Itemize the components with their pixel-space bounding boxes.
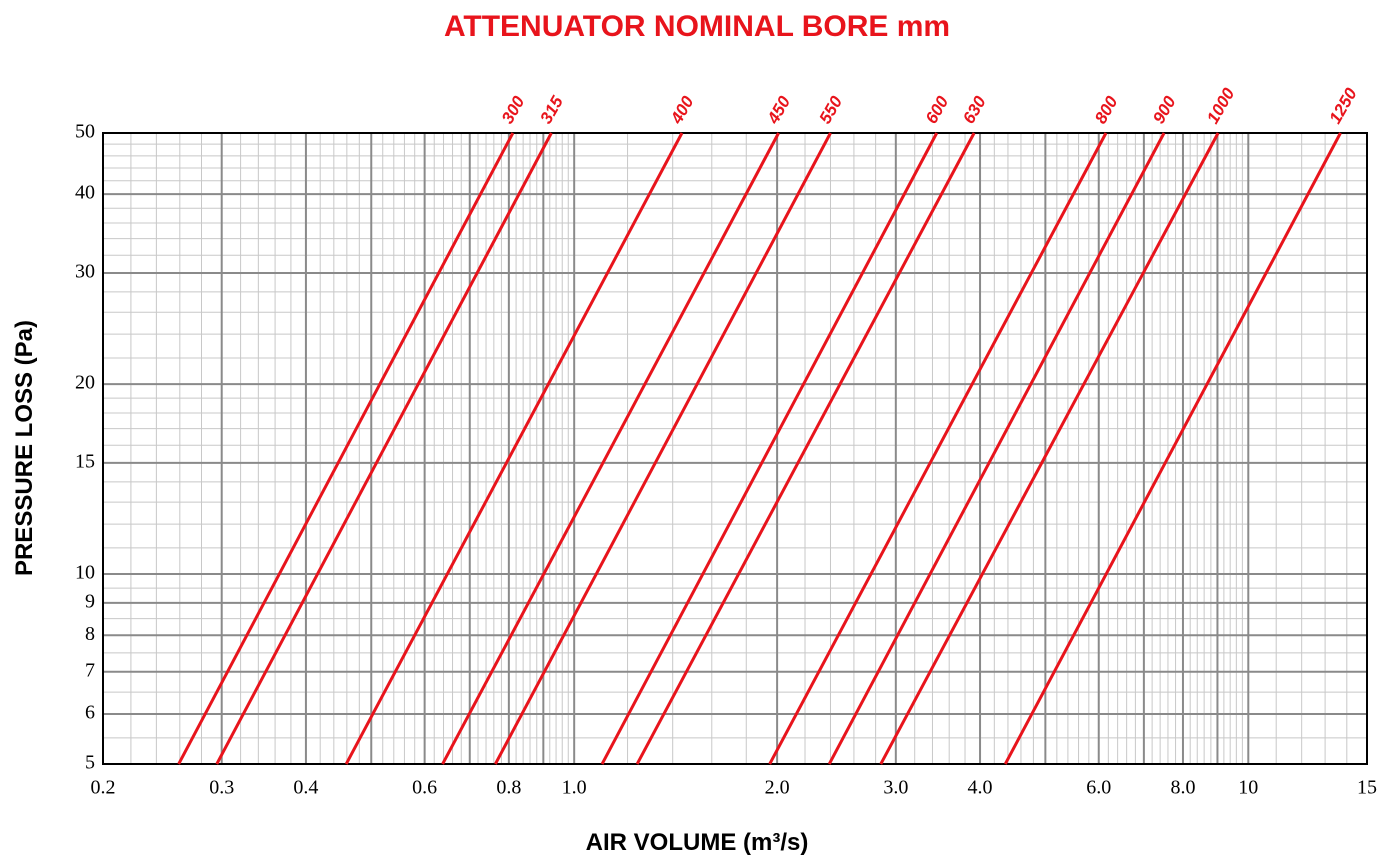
x-tick-label: 0.3	[209, 777, 234, 799]
chart-title: ATTENUATOR NOMINAL BORE mm	[444, 10, 950, 43]
x-tick-label: 2.0	[765, 777, 790, 799]
series-line	[177, 132, 515, 765]
series-label: 600	[922, 92, 953, 127]
x-tick-label: 0.2	[91, 777, 116, 799]
y-tick-label: 6	[85, 702, 95, 724]
y-tick-label: 30	[75, 261, 95, 283]
series-label: 1000	[1203, 84, 1239, 127]
series-line	[635, 132, 976, 765]
series-line	[215, 132, 553, 765]
series-line	[1003, 132, 1342, 765]
y-tick-label: 7	[85, 659, 95, 681]
x-tick-label: 1.0	[562, 777, 587, 799]
x-tick-label: 10	[1238, 777, 1258, 799]
y-tick-label: 15	[75, 451, 95, 473]
y-tick-label: 9	[85, 591, 95, 613]
series-label: 300	[498, 92, 529, 127]
plot-frame	[102, 132, 1368, 765]
y-tick-label: 50	[75, 121, 95, 143]
series-line	[344, 132, 684, 765]
series-label: 550	[815, 92, 846, 127]
series-label: 800	[1091, 92, 1122, 127]
y-tick-label: 8	[85, 623, 95, 645]
series-line	[494, 132, 832, 765]
y-axis-label: PRESSURE LOSS (Pa)	[11, 320, 38, 576]
series-line	[441, 132, 780, 765]
series-line	[879, 132, 1220, 765]
y-tick-label: 10	[75, 562, 95, 584]
x-axis-label: AIR VOLUME (m³/s)	[586, 829, 809, 856]
x-tick-label: 15	[1357, 777, 1377, 799]
series-label: 900	[1149, 92, 1180, 127]
x-tick-label: 3.0	[883, 777, 908, 799]
x-tick-label: 0.8	[496, 777, 521, 799]
x-tick-label: 0.6	[412, 777, 437, 799]
series-label: 400	[666, 92, 697, 127]
series-label: 630	[959, 92, 990, 127]
x-tick-label: 0.4	[293, 777, 318, 799]
series-label: 315	[536, 92, 567, 127]
series-label: 1250	[1325, 84, 1361, 127]
series-line	[768, 132, 1108, 765]
series-label: 450	[763, 92, 794, 127]
x-tick-label: 6.0	[1086, 777, 1111, 799]
series-line	[600, 132, 939, 765]
y-tick-label: 40	[75, 182, 95, 204]
series-line	[827, 132, 1166, 765]
y-tick-label: 20	[75, 372, 95, 394]
x-tick-label: 8.0	[1170, 777, 1195, 799]
y-tick-label: 5	[85, 752, 95, 774]
x-tick-label: 4.0	[968, 777, 993, 799]
